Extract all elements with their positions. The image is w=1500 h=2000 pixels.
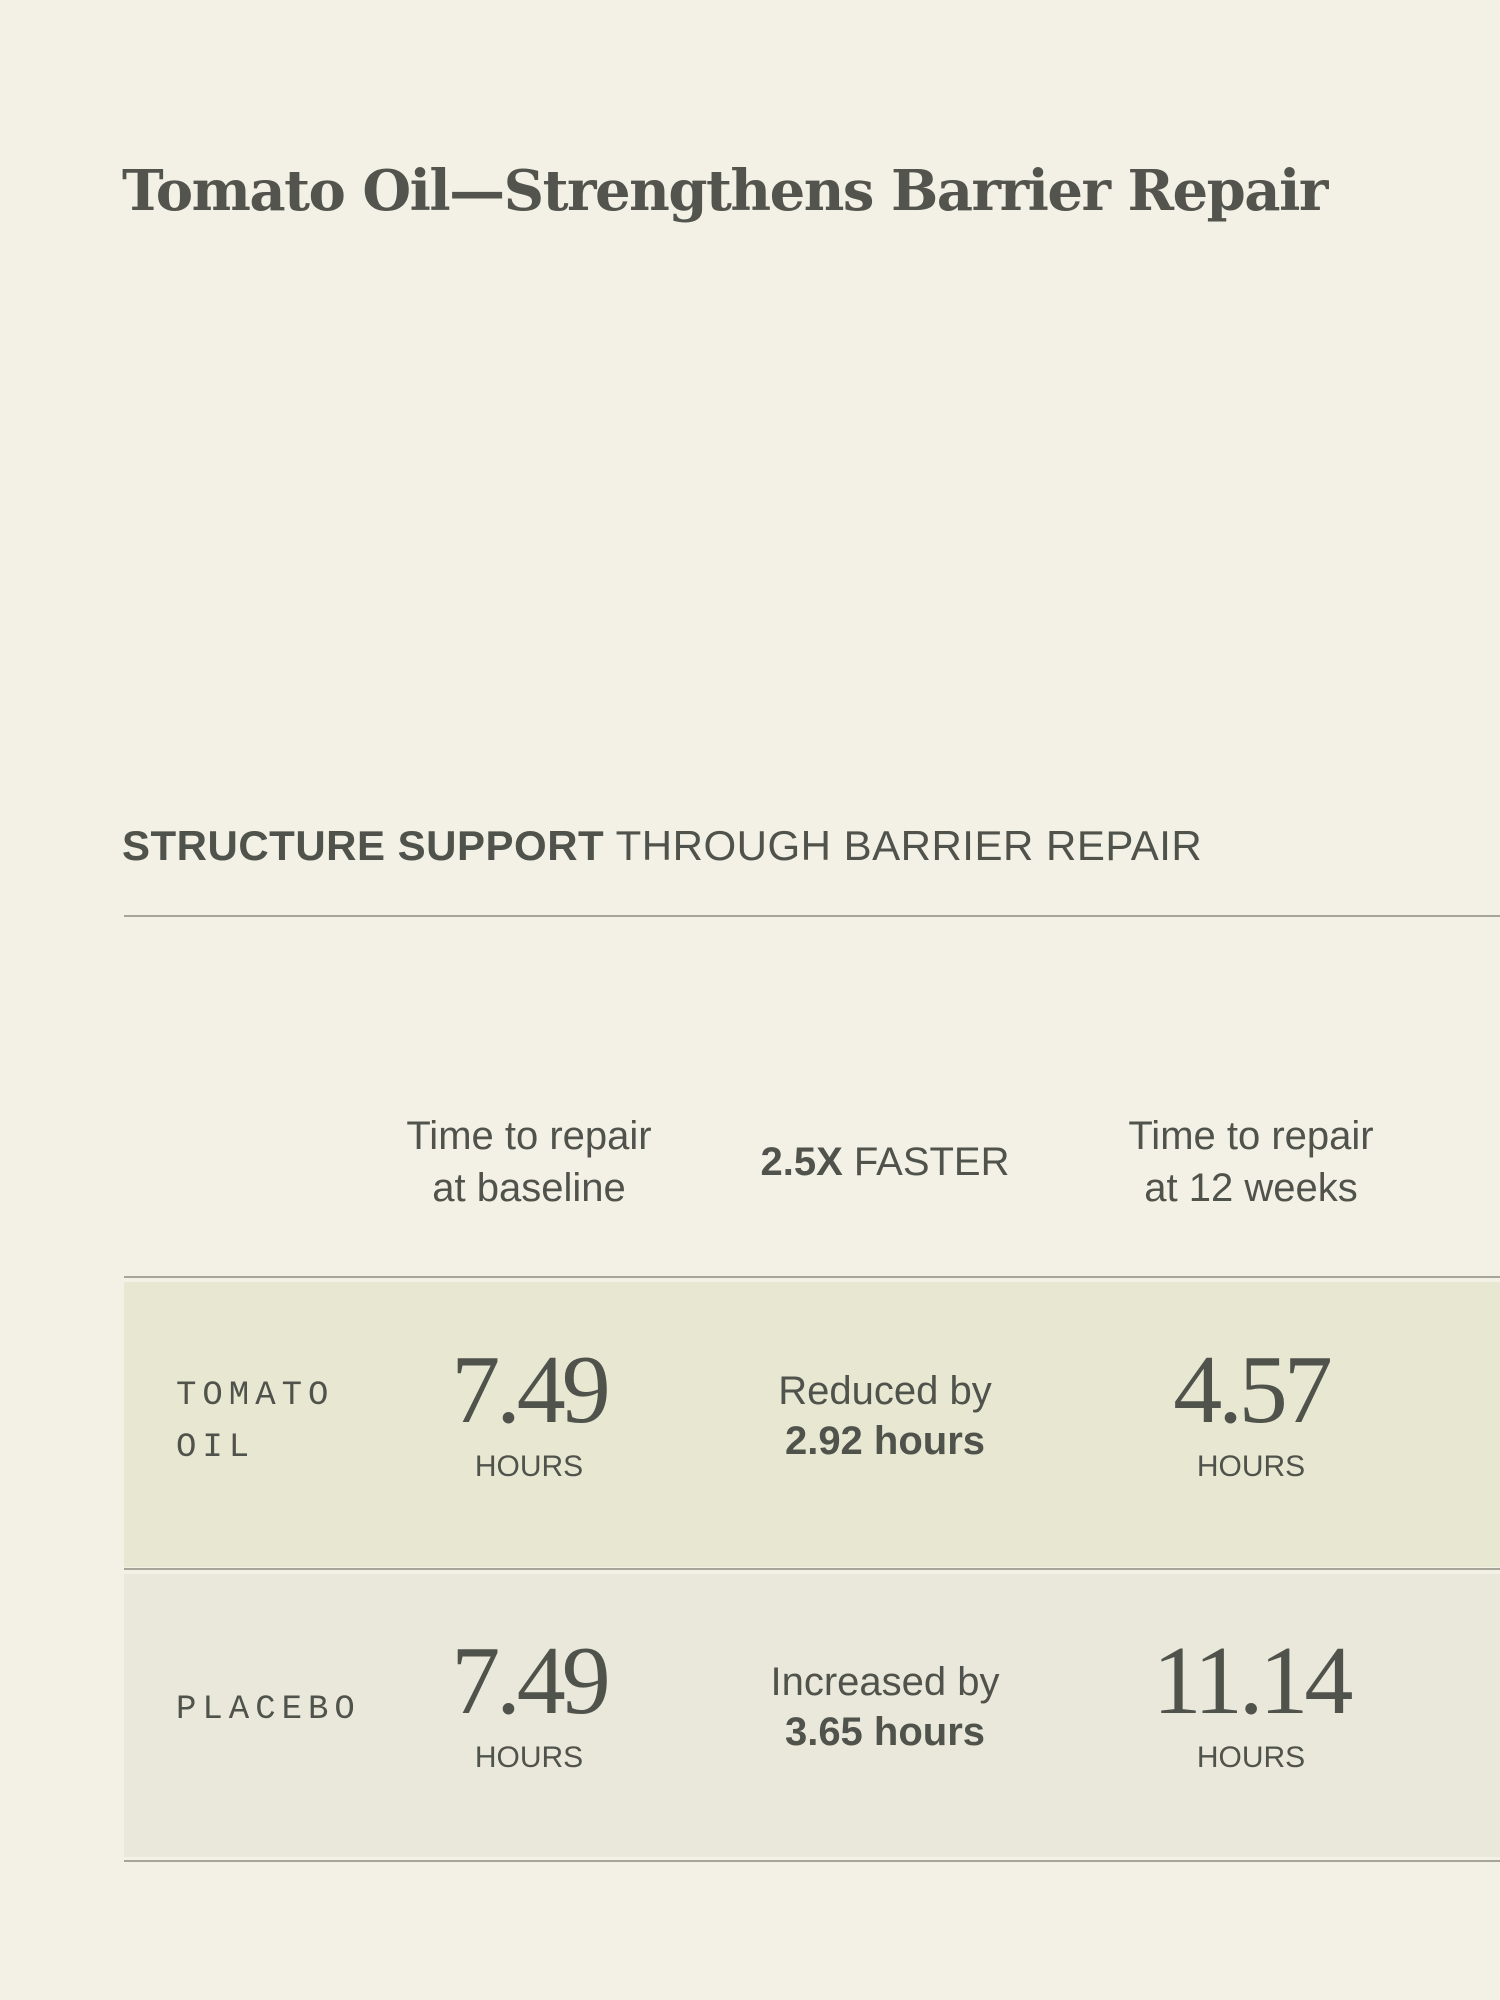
week12-value: 11.14 HOURS (1041, 1631, 1461, 1775)
divider (124, 1860, 1500, 1862)
subtitle-bold: STRUCTURE SUPPORT (122, 822, 605, 869)
week12-number: 11.14 (1152, 1627, 1354, 1735)
baseline-value: 7.49 HOURS (319, 1340, 739, 1484)
header-line: at 12 weeks (1144, 1166, 1358, 1210)
baseline-number: 7.49 (451, 1627, 611, 1735)
unit-label: HOURS (1196, 1450, 1306, 1483)
row-label-line: TOMATO (176, 1377, 335, 1415)
header-change-bold: 2.5X (760, 1140, 843, 1184)
page-title: Tomato Oil—Strengthens Barrier Repair (122, 158, 1328, 224)
change-value: Increased by 3.65 hours (675, 1657, 1095, 1757)
row-label: PLACEBO (176, 1684, 361, 1736)
divider (124, 915, 1500, 917)
change-amount: 3.65 hours (784, 1710, 986, 1754)
week12-value: 4.57 HOURS (1041, 1340, 1461, 1484)
change-text: Reduced by (778, 1369, 992, 1413)
unit-label: HOURS (474, 1450, 584, 1483)
header-line: at baseline (432, 1166, 626, 1210)
header-change-rest: FASTER (853, 1140, 1010, 1184)
header-line: Time to repair (1128, 1114, 1374, 1158)
table-row-placebo: PLACEBO 7.49 HOURS Increased by 3.65 hours… (124, 1574, 1500, 1857)
divider (124, 1276, 1500, 1278)
unit-label: HOURS (474, 1741, 584, 1774)
change-amount: 2.92 hours (784, 1419, 986, 1463)
week12-number: 4.57 (1173, 1336, 1333, 1444)
change-text: Increased by (770, 1660, 1000, 1704)
section-subtitle: STRUCTURE SUPPORT THROUGH BARRIER REPAIR (122, 822, 1202, 870)
divider (124, 1568, 1500, 1570)
header-line: Time to repair (406, 1114, 652, 1158)
unit-label: HOURS (1196, 1741, 1306, 1774)
row-label: TOMATO OIL (176, 1370, 334, 1474)
header-change: 2.5X FASTER (675, 1136, 1095, 1188)
row-label-line: PLACEBO (176, 1691, 361, 1729)
baseline-value: 7.49 HOURS (319, 1631, 739, 1775)
row-label-line: OIL (176, 1429, 256, 1467)
header-12-weeks: Time to repair at 12 weeks (1041, 1110, 1461, 1214)
table-row-tomato-oil: TOMATO OIL 7.49 HOURS Reduced by 2.92 hours… (124, 1282, 1500, 1567)
header-baseline: Time to repair at baseline (319, 1110, 739, 1214)
change-value: Reduced by 2.92 hours (675, 1366, 1095, 1466)
subtitle-rest: THROUGH BARRIER REPAIR (615, 822, 1203, 869)
baseline-number: 7.49 (451, 1336, 611, 1444)
